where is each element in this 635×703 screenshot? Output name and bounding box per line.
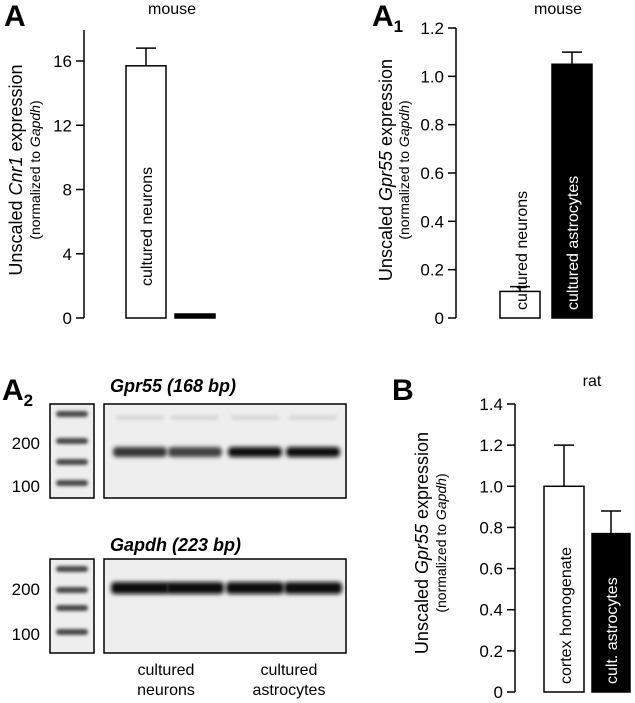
panel-a-y-label: Unscaled Cnr1 expression — [6, 64, 26, 275]
gel-gapdh-band-3 — [284, 582, 342, 594]
panel-a-tick-label-4: 16 — [53, 52, 72, 71]
panel-b-letter: B — [392, 374, 414, 407]
panel-a-bar-1 — [174, 313, 216, 319]
panel-b-tick-label-6: 1.2 — [479, 436, 503, 455]
gel-bottom-ladder-band-1 — [56, 587, 88, 593]
panel-b-tick-label-0: 0 — [494, 683, 503, 702]
panel-a1-species: mouse — [534, 1, 582, 18]
panel-a-bars: cultured neurons cultured astrocytes — [125, 47, 216, 319]
gel-gpr55-band-2 — [228, 447, 282, 457]
gel-top-marker-100: 100 — [12, 477, 40, 496]
gel-gpr55-faint-band-2 — [231, 415, 279, 420]
panel-b-tick-label-2: 0.4 — [479, 601, 503, 620]
panel-a-tick-label-2: 8 — [63, 181, 72, 200]
panel-a1-y-sublabel: (normalized to Gapdh) — [396, 100, 412, 239]
gel-bottom-title: Gapdh (223 bp) — [110, 535, 241, 555]
panel-a1-bar-label-0: cultured neurons — [514, 191, 531, 310]
panel-b-bar-0 — [543, 485, 585, 693]
panel-a1-letter: A1 — [372, 0, 403, 36]
gel-bottom-marker-200: 200 — [12, 580, 40, 599]
panel-a-species: mouse — [148, 1, 196, 18]
panel-a-bar-0 — [125, 65, 167, 319]
lane-group-astrocytes: cultured astrocytes — [253, 662, 326, 699]
panel-a1-tick-label-1: 0.2 — [420, 261, 444, 280]
panel-b-bar-label-1: cult. astrocytes — [604, 577, 621, 684]
gel-bottom-marker-100: 100 — [12, 625, 40, 644]
panel-b-tick-label-7: 1.4 — [479, 395, 503, 414]
panel-a1-tick-label-0: 0 — [435, 309, 444, 328]
gel-gapdh-band-2 — [226, 582, 284, 594]
gel-top-ladder-band-2 — [56, 459, 88, 465]
panel-b-bars: cortex homogenate cult. astrocytes — [543, 444, 631, 693]
panel-a-letter: A — [4, 0, 26, 33]
panel-a-tick-label-0: 0 — [63, 309, 72, 328]
panel-b-tick-label-5: 1.0 — [479, 477, 503, 496]
gel-top-ladder-band-1 — [56, 438, 88, 444]
gel-bottom-lanes — [103, 558, 347, 654]
panel-a1-tick-label-6: 1.2 — [420, 19, 444, 38]
gel-gpr55-faint-band-1 — [171, 415, 219, 420]
lane-group-word-1-0: cultured — [261, 662, 318, 679]
gel-top-ladder-band-0 — [56, 411, 88, 417]
gel-gpr55-faint-band-3 — [289, 415, 337, 420]
panel-b-tick-label-1: 0.2 — [479, 642, 503, 661]
panel-a2-letter: A2 — [2, 374, 33, 410]
panel-a-bar-label-0: cultured neurons — [139, 167, 156, 286]
gel-gapdh-band-1 — [166, 582, 224, 594]
gel-gapdh-band-0 — [111, 582, 169, 594]
panel-a-y-sublabel: (normalized to Gapdh) — [27, 100, 43, 239]
panel-a1-tick-label-2: 0.4 — [420, 212, 444, 231]
panel-b-y-sublabel: (normalized to Gapdh) — [433, 473, 449, 612]
gel-top-marker-200: 200 — [12, 434, 40, 453]
panel-b-bar-1 — [591, 532, 631, 693]
gel-bottom-ladder-band-2 — [56, 605, 88, 611]
gel-top-title: Gpr55 (168 bp) — [110, 376, 236, 396]
gel-gpr55-faint-band-0 — [116, 415, 164, 420]
gel-gpr55-band-3 — [286, 447, 340, 457]
panel-a-tick-label-3: 12 — [53, 116, 72, 135]
lane-group-word-0-1: neurons — [137, 682, 195, 699]
panel-a1-y-axis: 0 0.2 0.4 0.6 0.8 1.0 1.2 — [420, 19, 457, 328]
panel-a1-bars: cultured neurons cultured astrocytes — [499, 51, 593, 319]
gel-gpr55-band-0 — [113, 447, 167, 457]
panel-a1-tick-label-4: 0.8 — [420, 116, 444, 135]
lane-group-word-0-0: cultured — [138, 662, 195, 679]
panel-a1-tick-label-5: 1.0 — [420, 67, 444, 86]
panel-b-tick-label-3: 0.6 — [479, 560, 503, 579]
panel-a1: A1 mouse 0 0.2 0.4 0.6 0.8 1.0 1.2 cultured ne… — [372, 0, 593, 328]
lane-group-word-1-1: astrocytes — [253, 682, 326, 699]
panel-b-tick-label-4: 0.8 — [479, 518, 503, 537]
panel-a1-tick-label-3: 0.6 — [420, 164, 444, 183]
panel-b-species: rat — [583, 373, 602, 390]
gel-bands — [56, 411, 342, 635]
gel-gpr55-band-1 — [168, 447, 222, 457]
panel-a-bar-label-1: cultured astrocytes — [182, 152, 199, 286]
panel-a-tick-label-1: 4 — [63, 245, 72, 264]
panel-b: B rat 0 0.2 0.4 0.6 0.8 1.0 1.2 1.4 cortex homo… — [392, 373, 631, 702]
gel-bottom-ladder-band-0 — [56, 566, 88, 572]
panel-a2-gel: A2 Gpr55 (168 bp) Gapdh (223 bp) 200 100… — [2, 374, 347, 699]
lane-group-neurons: cultured neurons — [137, 662, 195, 699]
gel-top-ladder-band-3 — [56, 480, 88, 486]
gel-bottom-ladder-band-3 — [56, 629, 88, 635]
panel-a1-bar-label-1: cultured astrocytes — [565, 176, 582, 310]
panel-a1-y-label: Unscaled Gpr55 expression — [376, 59, 396, 281]
panel-b-bar-label-0: cortex homogenate — [558, 547, 575, 684]
panel-b-y-axis: 0 0.2 0.4 0.6 0.8 1.0 1.2 1.4 — [479, 395, 516, 702]
panel-a-y-axis: 0 4 8 12 16 — [53, 30, 85, 328]
panel-b-y-label: Unscaled Gpr55 expression — [412, 432, 432, 654]
